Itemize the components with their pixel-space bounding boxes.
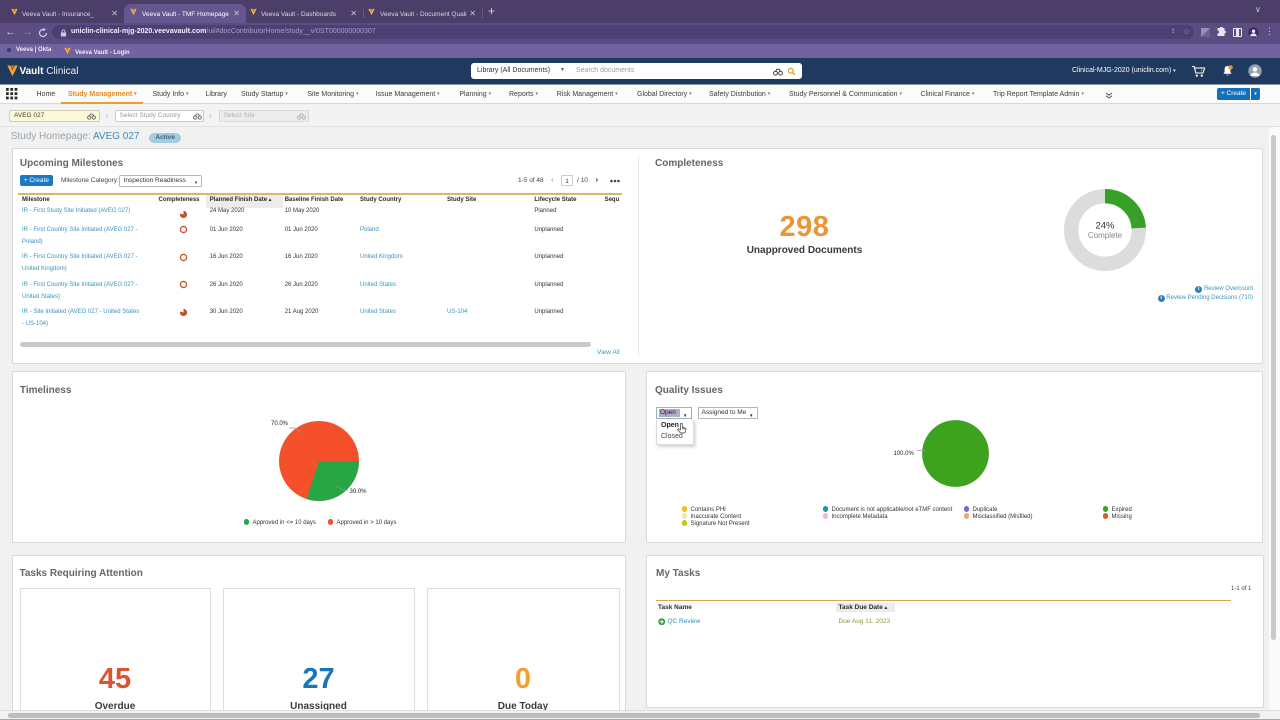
svg-text:Complete: Complete [1088, 231, 1123, 240]
svg-text:7: 7 [1200, 68, 1204, 74]
svg-text:24%: 24% [1095, 221, 1115, 232]
